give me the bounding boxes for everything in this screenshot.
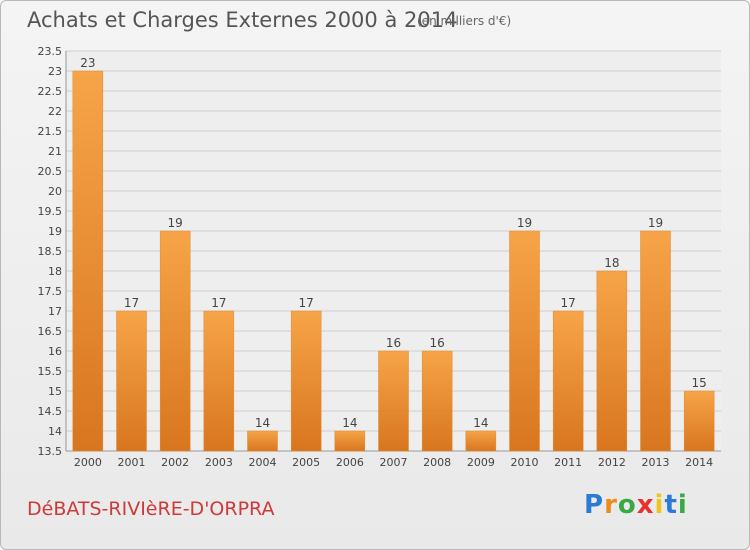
bar-2003 xyxy=(203,310,235,452)
x-tick-label: 2014 xyxy=(685,456,713,469)
x-tick-label: 2003 xyxy=(205,456,233,469)
chart-title: Achats et Charges Externes 2000 à 2014 xyxy=(27,8,458,32)
x-tick-label: 2007 xyxy=(380,456,408,469)
logo-letter: x xyxy=(636,490,655,520)
x-tick-label: 2002 xyxy=(161,456,189,469)
y-tick-label: 23 xyxy=(48,65,62,78)
y-tick-label: 14.5 xyxy=(38,405,63,418)
logo-letter: P xyxy=(584,490,605,520)
bar-2006 xyxy=(334,430,366,452)
chart-subtitle: (en milliers d'€) xyxy=(417,14,512,28)
bar-2013 xyxy=(640,230,671,452)
x-tick-label: 2001 xyxy=(118,456,146,469)
data-label: 17 xyxy=(124,296,139,310)
data-label: 19 xyxy=(517,216,532,230)
x-tick-label: 2006 xyxy=(336,456,364,469)
x-tick-label: 2013 xyxy=(642,456,670,469)
bar-2012 xyxy=(596,270,628,452)
x-tick-label: 2000 xyxy=(74,456,102,469)
bar-2009 xyxy=(465,430,497,452)
logo-letter: i xyxy=(654,490,665,520)
y-tick-label: 17 xyxy=(48,305,62,318)
y-tick-label: 14 xyxy=(48,425,62,438)
bar-2011 xyxy=(552,310,584,452)
y-tick-label: 16.5 xyxy=(38,325,63,338)
y-tick-label: 18 xyxy=(48,265,62,278)
y-tick-label: 19 xyxy=(48,225,62,238)
y-tick-label: 18.5 xyxy=(38,245,63,258)
y-tick-label: 21 xyxy=(48,145,62,158)
data-label: 19 xyxy=(648,216,663,230)
y-tick-label: 15.5 xyxy=(38,365,63,378)
data-label: 14 xyxy=(342,416,357,430)
y-tick-label: 22 xyxy=(48,105,62,118)
y-tick-label: 23.5 xyxy=(38,45,63,58)
y-tick-label: 13.5 xyxy=(38,445,63,458)
data-label: 14 xyxy=(255,416,270,430)
bar-2005 xyxy=(290,310,322,452)
x-tick-label: 2008 xyxy=(423,456,451,469)
y-tick-label: 19.5 xyxy=(38,205,63,218)
bar-2000 xyxy=(72,70,104,452)
data-label: 15 xyxy=(692,376,707,390)
x-tick-label: 2010 xyxy=(511,456,539,469)
data-label: 23 xyxy=(80,56,95,70)
bar-2010 xyxy=(509,230,540,452)
logo-letter: t xyxy=(664,490,678,520)
bar-2001 xyxy=(116,310,147,452)
y-tick-label: 20.5 xyxy=(38,165,63,178)
data-label: 16 xyxy=(430,336,445,350)
bar-2014 xyxy=(683,390,715,452)
data-label: 16 xyxy=(386,336,401,350)
data-label: 14 xyxy=(473,416,488,430)
place-name: DéBATS-RIVIèRE-D'ORPRA xyxy=(27,498,275,520)
bar-layer xyxy=(72,70,715,452)
x-tick-label: 2004 xyxy=(249,456,277,469)
data-label: 17 xyxy=(299,296,314,310)
bar-2004 xyxy=(247,430,278,452)
logo-letter: r xyxy=(604,490,618,520)
x-tick-label: 2005 xyxy=(292,456,320,469)
bar-2002 xyxy=(159,230,191,452)
y-tick-label: 20 xyxy=(48,185,62,198)
y-tick-label: 22.5 xyxy=(38,85,63,98)
data-label: 19 xyxy=(168,216,183,230)
y-tick-label: 15 xyxy=(48,385,62,398)
proxiti-logo: Proxiti xyxy=(584,490,688,520)
y-tick-label: 16 xyxy=(48,345,62,358)
data-label: 17 xyxy=(561,296,576,310)
y-tick-label: 21.5 xyxy=(38,125,63,138)
x-tick-label: 2012 xyxy=(598,456,626,469)
x-tick-label: 2009 xyxy=(467,456,495,469)
bar-2008 xyxy=(421,350,453,452)
logo-letter: o xyxy=(617,490,637,520)
x-tick-label: 2011 xyxy=(554,456,582,469)
y-tick-label: 17.5 xyxy=(38,285,63,298)
bar-2007 xyxy=(378,350,409,452)
label-layer: 13.5 14 14.5 15 15.5 16 16.5 17 17.5 18 18.5 19 19.5… xyxy=(38,45,714,469)
data-label: 17 xyxy=(211,296,226,310)
data-label: 18 xyxy=(604,256,619,270)
logo-letter: i xyxy=(677,490,688,520)
